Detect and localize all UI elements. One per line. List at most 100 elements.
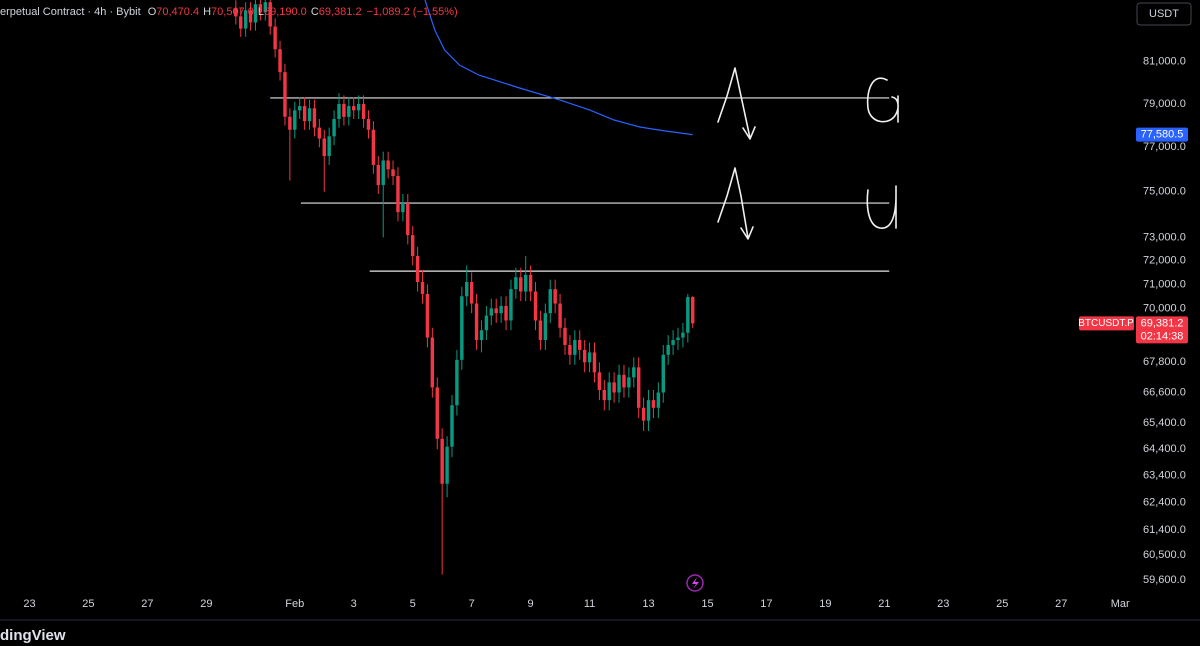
candle-body [460,296,464,360]
candle-body [469,281,474,304]
y-tick-label: 63,400.0 [1143,470,1186,482]
candle-body [671,340,675,345]
candle-body [352,106,356,111]
candle-body [509,289,513,321]
y-tick-label: 64,400.0 [1143,443,1186,455]
candle-body [297,106,302,111]
candle-body [563,327,567,345]
candle-body [587,352,592,363]
last-price-tag [1136,316,1188,344]
candle-body [474,303,479,341]
y-tick-label: 65,400.0 [1143,417,1186,429]
candle-body [425,293,430,338]
symbol-tag-label: BTCUSDT.P [1078,318,1134,329]
ohlc-key: O [148,6,157,18]
symbol-drawing [866,77,899,123]
ma-price-label: 77,580.5 [1141,128,1184,140]
y-tick-label: 59,600.0 [1143,574,1186,586]
x-tick-label: 15 [701,598,713,610]
ohlc-value: 69,190.0 [264,6,307,18]
x-tick-label: 25 [82,598,94,610]
x-tick-label: 9 [528,598,534,610]
alert-icon[interactable] [686,574,704,592]
countdown-label: 02:14:38 [1141,330,1184,342]
x-tick-label: 29 [200,598,212,610]
candle-body [376,164,381,185]
candle-body [450,405,454,447]
arrow-drawing [717,67,756,140]
candle-body [356,103,361,111]
ohlc-key: C [311,6,319,18]
candle-body [234,8,238,17]
candle-body [582,349,587,363]
candle-body [592,352,597,373]
candle-body [386,160,390,170]
currency-button[interactable]: USDT [1136,2,1192,26]
y-tick-label: 60,500.0 [1143,549,1186,561]
x-tick-label: 3 [351,598,357,610]
candle-body [548,289,552,314]
candle-body [656,392,661,408]
candle-body [636,367,641,408]
candle-body [268,2,272,27]
candle-body [293,110,297,130]
candle-body [415,256,420,282]
candle-body [347,106,351,117]
candle-body [543,313,548,341]
candle-body [322,138,326,157]
candle-body [617,374,621,393]
y-tick-label: 79,000.0 [1143,98,1186,110]
candle-body [278,49,282,73]
y-tick-label: 66,600.0 [1143,386,1186,398]
candle-body [538,320,543,341]
candle-body [627,377,631,388]
hand-drawings [717,67,899,240]
candle-body [248,10,253,23]
x-tick-label: 27 [141,598,153,610]
x-tick-label: 27 [1055,598,1067,610]
instrument: erpetual Contract · 4h · Bybit [0,6,141,18]
ohlc-value: 69,381.2 [319,6,362,18]
logo: dingView [0,627,66,644]
candle-body [440,438,444,484]
candle-body [504,305,508,321]
y-tick-label: 61,400.0 [1143,524,1186,536]
arrow-drawing [717,167,754,240]
candle-body [239,16,243,29]
x-tick-label: 7 [469,598,475,610]
candle-body [337,103,341,119]
x-tick-label: 17 [760,598,772,610]
candle-body [686,297,690,333]
candle-body [622,374,626,388]
change: −1,089.2 (−1.55%) [367,6,458,18]
y-tick-label: 77,000.0 [1143,141,1186,153]
candle-body [361,103,366,119]
candle-body [523,274,528,292]
x-tick-label: 25 [996,598,1008,610]
candle-body [514,277,518,290]
candle-body [332,118,336,137]
candle-body [317,127,322,139]
candle-body [573,340,577,355]
y-tick-label: 67,800.0 [1143,356,1186,368]
y-tick-label: 62,400.0 [1143,497,1186,509]
y-tick-label: 81,000.0 [1143,56,1186,68]
candle-body [646,400,651,421]
candle-body [302,106,307,122]
candle-body [666,344,670,355]
candle-body [381,160,385,185]
currency-label[interactable]: USDT [1149,8,1179,20]
symbol-tag [1079,316,1134,331]
candle-body [489,308,494,316]
x-tick-label: 5 [410,598,416,610]
candle-body [661,354,665,393]
candle-body [558,303,562,328]
ohlc-key: L [258,6,264,18]
candle-body [273,26,277,50]
candle-body [288,116,292,130]
candle-body [568,344,572,355]
candle-body [327,136,331,157]
candle-body [676,337,680,341]
